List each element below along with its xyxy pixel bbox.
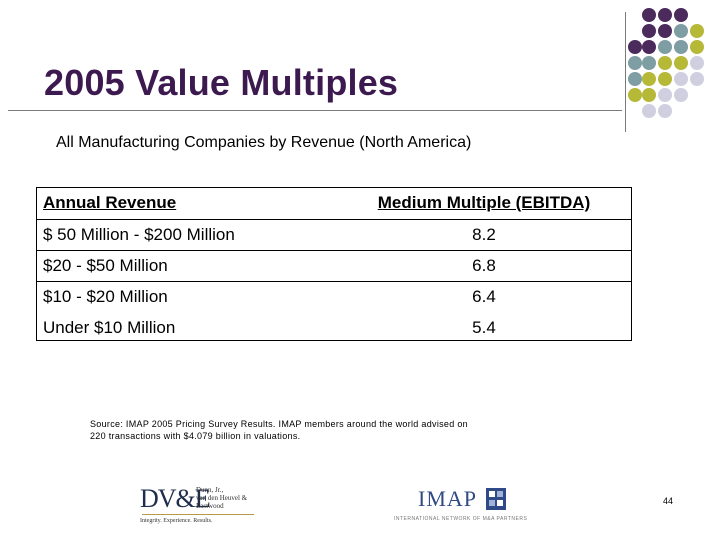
dot-teal [628,72,642,86]
dot-olive [690,24,704,38]
revenue-cell: Under $10 Million [43,318,176,337]
dot-purple [642,8,656,22]
source-line-1: Source: IMAP 2005 Pricing Survey Results… [90,419,468,429]
dot-teal [674,24,688,38]
imap-logo: IMAP INTERNATIONAL NETWORK OF M&A PARTNE… [392,484,527,524]
dot-purple [642,24,656,38]
multiple-cell: 6.4 [472,287,496,306]
revenue-cell: $ 50 Million - $200 Million [43,225,235,244]
source-note: Source: IMAP 2005 Pricing Survey Results… [90,418,530,442]
dot-olive [690,40,704,54]
dot-lilac [642,104,656,118]
value-multiples-table: Annual Revenue Medium Multiple (EBITDA) … [36,187,632,341]
table-row: Under $10 Million 5.4 [37,313,631,344]
dot-purple [642,40,656,54]
dot-lilac [658,88,672,102]
dvke-logo: DV&E Dunn, Jr., van den Heuvel & Eastwoo… [140,482,260,528]
dot-lilac [674,88,688,102]
dot-purple [674,8,688,22]
multiple-cell: 8.2 [472,225,496,244]
dot-teal [658,40,672,54]
dvke-name-line: van den Heuvel & [196,494,248,502]
title-horizontal-divider [8,110,622,111]
imap-wordmark: IMAP [418,486,478,511]
multiple-cell: 5.4 [472,318,496,337]
row-divider [37,281,631,282]
dot-teal [628,56,642,70]
dot-purple [658,8,672,22]
dot-lilac [690,56,704,70]
imap-globe-icon [486,488,506,510]
dot-purple [658,24,672,38]
dot-purple [628,40,642,54]
table-row: $10 - $20 Million 6.4 [37,282,631,313]
imap-tagline: INTERNATIONAL NETWORK OF M&A PARTNERS [394,516,528,522]
dot-lilac [690,72,704,86]
table-row: $20 - $50 Million 6.8 [37,251,631,282]
dot-lilac [674,72,688,86]
slide-subtitle: All Manufacturing Companies by Revenue (… [56,134,472,151]
row-divider [37,219,631,220]
source-line-2: 220 transactions with $4.079 billion in … [90,431,301,441]
dvke-name-line: Eastwood [196,502,224,510]
dot-olive [642,88,656,102]
multiple-cell: 6.8 [472,256,496,275]
dot-olive [658,56,672,70]
page-number: 44 [663,496,674,506]
revenue-cell: $20 - $50 Million [43,256,168,275]
revenue-cell: $10 - $20 Million [43,287,168,306]
dot-teal [642,56,656,70]
table-row: $ 50 Million - $200 Million 8.2 [37,220,631,251]
dvke-name-line: Dunn, Jr., [196,486,224,494]
slide-title: 2005 Value Multiples [44,62,399,103]
dot-olive [658,72,672,86]
dvke-tagline: Integrity. Experience. Results. [140,518,213,524]
dot-olive [642,72,656,86]
dot-olive [628,88,642,102]
dot-teal [674,40,688,54]
dot-olive [674,56,688,70]
header-medium-multiple: Medium Multiple (EBITDA) [377,193,591,212]
title-vertical-divider [625,12,626,132]
table-header-row: Annual Revenue Medium Multiple (EBITDA) [37,188,631,219]
dvke-monogram: DV&E [140,484,211,513]
header-annual-revenue: Annual Revenue [43,193,177,212]
dot-lilac [658,104,672,118]
row-divider [37,250,631,251]
dvke-underline [142,514,254,515]
dvke-firm-names: Dunn, Jr., van den Heuvel & Eastwood [196,486,247,510]
